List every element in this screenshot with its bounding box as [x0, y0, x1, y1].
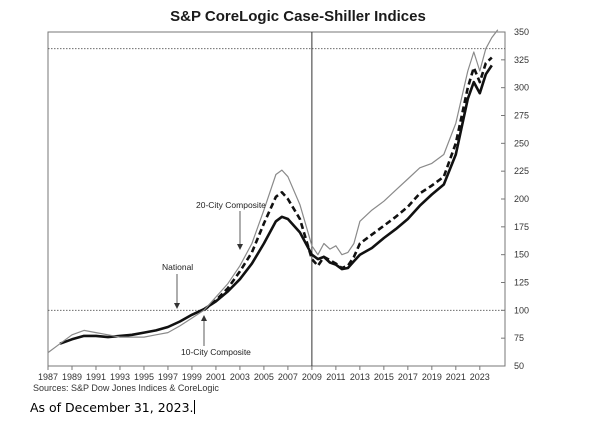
y-axis: 50 75 100 125 150 175 200 225 250 275 300 325 350 [501, 27, 529, 371]
x-tick-label: 1997 [158, 372, 178, 382]
y-tick-label: 350 [514, 27, 529, 37]
x-tick-label: 2023 [470, 372, 490, 382]
y-tick-label: 50 [514, 361, 524, 371]
series-line-20-city-composite [203, 56, 493, 312]
y-tick-label: 250 [514, 138, 529, 148]
as-of-text: As of December 31, 2023. [30, 400, 194, 415]
series [47, 29, 499, 354]
x-tick-label: 2011 [326, 372, 345, 382]
x-tick-label: 2017 [398, 372, 418, 382]
arrowhead-10-city [201, 315, 207, 321]
arrowhead-20-city [237, 244, 243, 250]
annotation-20-city: 20-City Composite [196, 200, 266, 210]
x-tick-label: 2005 [254, 372, 274, 382]
x-tick-label: 2001 [206, 372, 226, 382]
x-tick-label: 2021 [446, 372, 466, 382]
reference-lines [48, 32, 505, 366]
x-tick-label: 2007 [278, 372, 298, 382]
x-tick-label: 2009 [302, 372, 322, 382]
y-tick-label: 300 [514, 83, 529, 93]
x-tick-label: 1999 [182, 372, 202, 382]
plot-frame [47, 31, 506, 367]
arrowhead-national [174, 303, 180, 309]
y-tick-label: 325 [514, 55, 529, 65]
x-tick-label: 2015 [374, 372, 394, 382]
x-tick-label: 2013 [350, 372, 370, 382]
x-tick-label: 2019 [422, 372, 442, 382]
annotations: 20-City Composite National 10-City Compo… [162, 200, 266, 357]
annotation-10-city: 10-City Composite [181, 347, 251, 357]
y-tick-label: 175 [514, 222, 529, 232]
source-note: Sources: S&P Dow Jones Indices & CoreLog… [33, 383, 219, 393]
annotation-national: National [162, 262, 193, 272]
x-tick-label: 1993 [110, 372, 130, 382]
y-tick-label: 75 [514, 333, 524, 343]
y-tick-label: 125 [514, 278, 529, 288]
x-tick-label: 1991 [86, 372, 106, 382]
chart-title: S&P CoreLogic Case-Shiller Indices [170, 8, 426, 25]
series-line-10-city-composite [47, 29, 499, 354]
y-tick-label: 275 [514, 111, 529, 121]
y-tick-label: 225 [514, 166, 529, 176]
as-of-date: As of December 31, 2023. [30, 400, 195, 415]
chart: S&P CoreLogic Case-Shiller Indices 50 75 1… [33, 8, 529, 393]
y-tick-label: 150 [514, 250, 529, 260]
series-line-national [59, 64, 493, 345]
x-tick-label: 1995 [134, 372, 154, 382]
text-cursor [193, 400, 195, 414]
x-tick-label: 1989 [62, 372, 82, 382]
x-tick-label: 1987 [38, 372, 58, 382]
y-tick-label: 200 [514, 194, 529, 204]
x-tick-label: 2003 [230, 372, 250, 382]
x-axis: 1987 1989 1991 1993 1995 1997 1999 2001 2003 2005… [38, 366, 490, 382]
y-tick-label: 100 [514, 305, 529, 315]
